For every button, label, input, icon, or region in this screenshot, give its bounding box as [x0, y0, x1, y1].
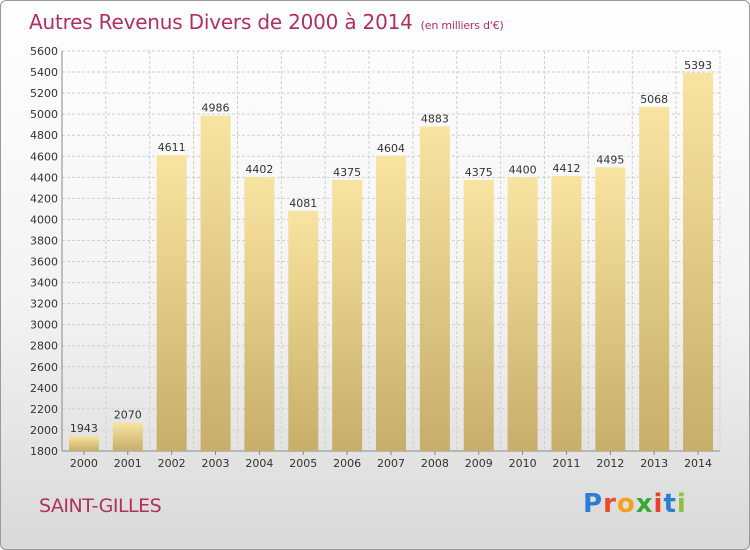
bar-2000	[68, 435, 99, 451]
y-tick-label: 1800	[30, 445, 58, 458]
bar-value-label: 1943	[70, 422, 98, 435]
bar-2010	[507, 177, 538, 451]
y-tick-label: 5000	[30, 108, 58, 121]
y-tick-label: 3600	[30, 256, 58, 269]
bar-2011	[551, 176, 582, 452]
x-tick-label: 2014	[684, 457, 712, 470]
x-tick-label: 2002	[158, 457, 186, 470]
bar-value-label: 4883	[421, 112, 449, 125]
bar-value-label: 4412	[552, 162, 580, 175]
chart-title: Autres Revenus Divers de 2000 à 2014 (en …	[29, 10, 504, 34]
bar-2006	[332, 179, 363, 451]
bar-2004	[244, 177, 275, 451]
y-tick-label: 4800	[30, 129, 58, 142]
bar-2002	[156, 155, 187, 451]
y-tick-label: 3200	[30, 298, 58, 311]
x-tick-label: 2008	[421, 457, 449, 470]
x-tick-label: 2005	[289, 457, 317, 470]
x-tick-label: 2000	[70, 457, 98, 470]
bar-value-label: 4986	[202, 102, 230, 115]
x-tick-label: 2006	[333, 457, 361, 470]
y-tick-label: 5400	[30, 66, 58, 79]
y-tick-label: 3800	[30, 234, 58, 247]
chart-title-text: Autres Revenus Divers de 2000 à 2014	[29, 10, 413, 34]
bar-value-label: 4081	[289, 197, 317, 210]
x-axis-labels: 2000 2001 2002 2003 2004 2005 2006 2007 2008 2009…	[70, 451, 712, 470]
x-tick-label: 2013	[640, 457, 668, 470]
bar-value-label: 4402	[245, 163, 273, 176]
y-tick-label: 2800	[30, 340, 58, 353]
y-tick-label: 4200	[30, 192, 58, 205]
y-tick-label: 5600	[30, 45, 58, 58]
y-tick-label: 3000	[30, 319, 58, 332]
bar-2007	[376, 155, 406, 451]
bars: 1943 2070 4611 4986 4402 4081 4375 4604 4883 4375…	[68, 59, 714, 452]
x-tick-label: 2012	[596, 457, 624, 470]
y-tick-label: 2400	[30, 382, 58, 395]
x-tick-label: 2009	[465, 457, 493, 470]
x-tick-label: 2007	[377, 457, 405, 470]
y-tick-label: 2600	[30, 361, 58, 374]
x-tick-label: 2011	[552, 457, 580, 470]
y-tick-label: 4000	[30, 213, 58, 226]
x-tick-label: 2001	[114, 457, 142, 470]
bar-value-label: 4400	[509, 163, 537, 176]
bar-value-label: 2070	[114, 409, 142, 422]
y-tick-label: 4400	[30, 171, 58, 184]
city-name: SAINT-GILLES	[39, 495, 162, 517]
bar-value-label: 4375	[333, 166, 361, 179]
bar-value-label: 4604	[377, 142, 405, 155]
bar-value-label: 4375	[465, 166, 493, 179]
y-tick-label: 5200	[30, 87, 58, 100]
y-tick-label: 3400	[30, 277, 58, 290]
bar-value-label: 5393	[684, 59, 712, 72]
bar-2003	[200, 115, 231, 451]
bar-2013	[639, 107, 670, 451]
bar-2012	[595, 167, 626, 451]
y-tick-label: 2000	[30, 424, 58, 437]
chart-unit: (en milliers d'€)	[420, 19, 504, 32]
bar-2005	[288, 210, 319, 451]
proxiti-logo[interactable]: Proxiti	[583, 489, 687, 519]
bar-value-label: 4611	[158, 141, 186, 154]
x-tick-label: 2003	[202, 457, 230, 470]
y-tick-label: 4600	[30, 150, 58, 163]
x-tick-label: 2004	[245, 457, 273, 470]
bar-2009	[463, 179, 494, 451]
bar-value-label: 5068	[640, 93, 668, 106]
y-tick-label: 2200	[30, 403, 58, 416]
x-tick-label: 2010	[509, 457, 537, 470]
bar-2001	[112, 422, 143, 451]
bar-2014	[683, 72, 714, 451]
bar-value-label: 4495	[596, 153, 624, 166]
bar-2008	[419, 126, 450, 451]
